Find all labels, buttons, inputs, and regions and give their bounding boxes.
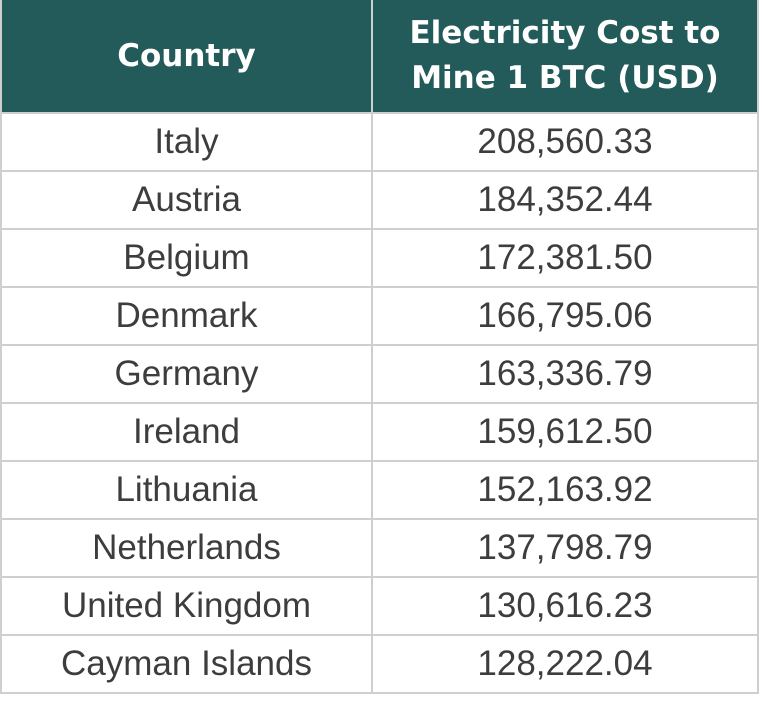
cost-cell: 152,163.92 bbox=[371, 460, 759, 520]
country-cell: Denmark bbox=[0, 286, 373, 346]
cost-cell: 166,795.06 bbox=[371, 286, 759, 346]
country-cell: Italy bbox=[0, 112, 373, 172]
cost-cell: 172,381.50 bbox=[371, 228, 759, 288]
cost-cell: 208,560.33 bbox=[371, 112, 759, 172]
country-cell: Lithuania bbox=[0, 460, 373, 520]
cost-cell: 137,798.79 bbox=[371, 518, 759, 578]
table-row: United Kingdom 130,616.23 bbox=[0, 576, 759, 636]
country-cell: Germany bbox=[0, 344, 373, 404]
cost-cell: 163,336.79 bbox=[371, 344, 759, 404]
country-cell: Austria bbox=[0, 170, 373, 230]
header-electricity-cost: Electricity Cost to Mine 1 BTC (USD) bbox=[371, 0, 759, 114]
table-row: Germany 163,336.79 bbox=[0, 344, 759, 404]
table-row: Italy 208,560.33 bbox=[0, 112, 759, 172]
table-row: Belgium 172,381.50 bbox=[0, 228, 759, 288]
cost-cell: 184,352.44 bbox=[371, 170, 759, 230]
country-cell: Cayman Islands bbox=[0, 634, 373, 694]
country-cell: Netherlands bbox=[0, 518, 373, 578]
country-cell: Belgium bbox=[0, 228, 373, 288]
header-row: Country Electricity Cost to Mine 1 BTC (… bbox=[0, 0, 759, 114]
table-row: Netherlands 137,798.79 bbox=[0, 518, 759, 578]
cost-cell: 128,222.04 bbox=[371, 634, 759, 694]
table-row: Austria 184,352.44 bbox=[0, 170, 759, 230]
cost-cell: 130,616.23 bbox=[371, 576, 759, 636]
table-row: Cayman Islands 128,222.04 bbox=[0, 634, 759, 694]
table-row: Lithuania 152,163.92 bbox=[0, 460, 759, 520]
country-cell: United Kingdom bbox=[0, 576, 373, 636]
header-country: Country bbox=[0, 0, 373, 114]
table-row: Denmark 166,795.06 bbox=[0, 286, 759, 346]
country-cell: Ireland bbox=[0, 402, 373, 462]
table-row: Ireland 159,612.50 bbox=[0, 402, 759, 462]
cost-cell: 159,612.50 bbox=[371, 402, 759, 462]
